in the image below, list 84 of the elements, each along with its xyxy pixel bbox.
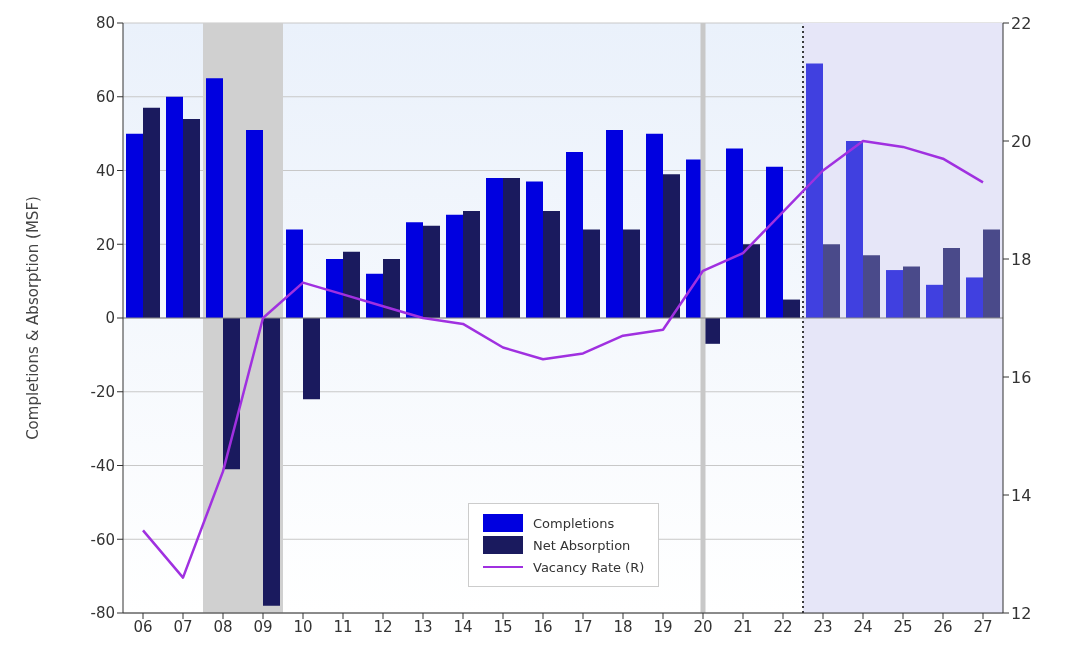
x-tick-label: 21	[733, 617, 753, 636]
bar	[943, 247, 960, 318]
bar	[766, 166, 783, 318]
bar	[606, 129, 623, 318]
y-tick-label: -40	[90, 456, 115, 475]
x-tick-label: 10	[293, 617, 313, 636]
y-tick-label: 20	[95, 235, 115, 254]
bar	[903, 266, 920, 318]
bar	[983, 229, 1000, 318]
bar	[783, 299, 800, 318]
bar	[846, 141, 863, 318]
bar	[566, 152, 583, 318]
y-tick-label: 60	[95, 88, 115, 107]
bar	[663, 174, 680, 318]
legend-label: Vacancy Rate (R)	[533, 559, 645, 575]
bar	[526, 181, 543, 318]
bar	[726, 148, 743, 318]
y2-tick-label: 20	[1011, 131, 1032, 151]
bar	[366, 273, 383, 318]
bar	[926, 284, 943, 318]
bar	[223, 318, 240, 470]
x-tick-label: 22	[773, 617, 793, 636]
x-tick-label: 20	[693, 617, 713, 636]
bar	[166, 96, 183, 318]
line-series	[141, 139, 985, 579]
bar	[326, 259, 343, 318]
bar	[863, 255, 880, 318]
x-tick-label: 12	[373, 617, 393, 636]
y-tick-label: -20	[90, 383, 115, 402]
x-tick-label: 24	[853, 617, 873, 636]
y2-tick-label: 12	[1011, 603, 1032, 623]
x-tick-label: 13	[413, 617, 433, 636]
bar	[646, 133, 663, 318]
x-tick-label: 17	[573, 617, 593, 636]
x-tick-label: 14	[453, 617, 473, 636]
y-tick-label: 40	[95, 161, 115, 180]
x-tick-label: 08	[213, 617, 233, 636]
bar	[246, 129, 263, 318]
bar	[886, 270, 903, 318]
bar	[303, 318, 320, 400]
bar	[343, 251, 360, 318]
bar	[823, 244, 840, 318]
bar	[486, 177, 503, 318]
bar	[503, 177, 520, 318]
y2-tick-label: 14	[1011, 485, 1032, 505]
y-tick-label: 0	[105, 309, 115, 328]
x-tick-label: 11	[333, 617, 353, 636]
x-tick-label: 19	[653, 617, 673, 636]
bar	[143, 107, 160, 318]
bar	[206, 78, 223, 318]
bar	[383, 259, 400, 318]
bar	[463, 211, 480, 318]
legend-label: Net Absorption	[533, 537, 631, 553]
bar	[583, 229, 600, 318]
bar	[126, 133, 143, 318]
y-tick-label: -60	[90, 530, 115, 549]
y-tick-label: -80	[90, 604, 115, 623]
y2-tick-label: 16	[1011, 367, 1032, 387]
x-tick-label: 25	[893, 617, 913, 636]
x-tick-label: 18	[613, 617, 633, 636]
bar	[623, 229, 640, 318]
bar	[286, 229, 303, 318]
x-tick-label: 09	[253, 617, 273, 636]
y2-tick-label: 18	[1011, 249, 1032, 269]
bar	[966, 277, 983, 318]
y2-tick-label: 22	[1011, 13, 1032, 33]
bar	[183, 118, 200, 318]
x-tick-label: 16	[533, 617, 553, 636]
y-axis-title: Completions & Absorption (MSF)	[24, 196, 43, 440]
x-tick-label: 27	[973, 617, 993, 636]
bar	[446, 214, 463, 318]
bar	[406, 222, 423, 318]
x-tick-label: 23	[813, 617, 833, 636]
legend-label: Completions	[533, 515, 615, 531]
bar	[543, 211, 560, 318]
bar	[423, 225, 440, 318]
x-tick-label: 06	[133, 617, 153, 636]
x-tick-label: 26	[933, 617, 953, 636]
bar	[806, 63, 823, 318]
x-tick-label: 07	[173, 617, 193, 636]
x-tick-label: 15	[493, 617, 513, 636]
y-tick-label: 80	[95, 14, 115, 33]
bar	[263, 318, 280, 606]
bar	[743, 244, 760, 318]
